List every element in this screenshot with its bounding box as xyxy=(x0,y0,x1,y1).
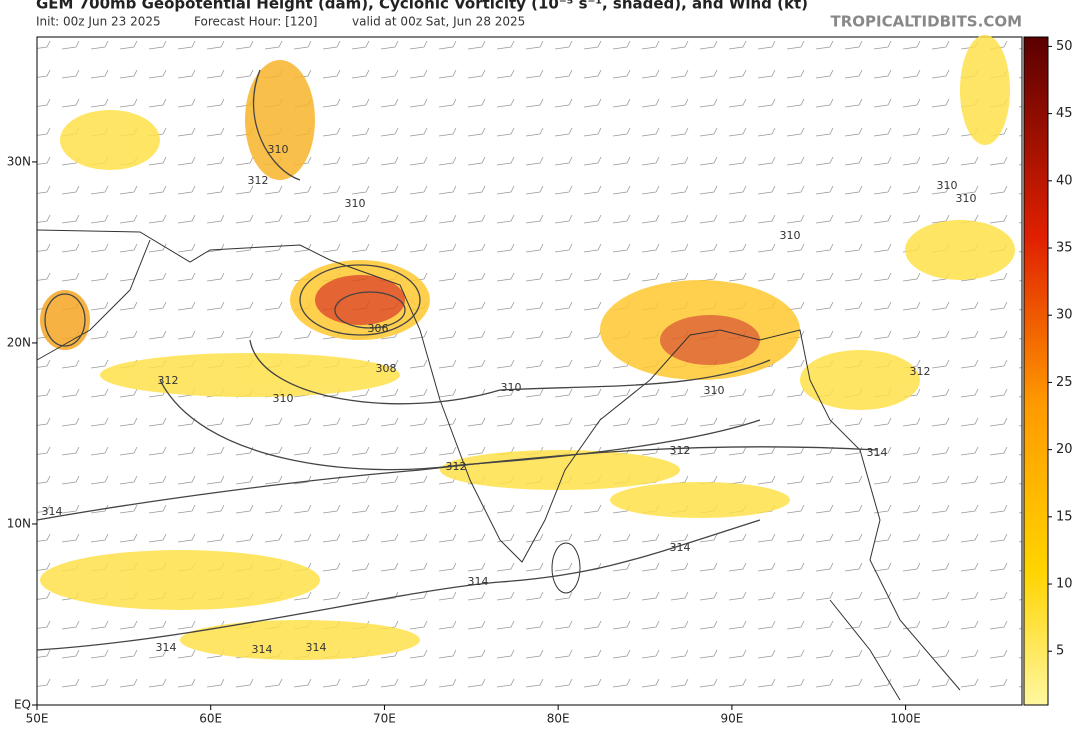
y-tick-label: 10N xyxy=(7,516,31,530)
colorbar-tick-label: 40 xyxy=(1056,173,1073,188)
contour-label: 308 xyxy=(376,362,397,375)
contour-label: 314 xyxy=(252,643,273,656)
y-tick-label: 30N xyxy=(7,154,31,168)
forecast-hour: Forecast Hour: [120] xyxy=(194,15,317,29)
contour-label: 306 xyxy=(368,322,389,335)
colorbar-tick-label: 20 xyxy=(1056,442,1073,457)
x-tick-label: 80E xyxy=(547,712,570,726)
contour-label: 312 xyxy=(910,365,931,378)
colorbar-tick-label: 35 xyxy=(1056,241,1073,256)
contour-label: 310 xyxy=(937,179,958,192)
x-tick-label: 100E xyxy=(890,712,921,726)
contour-label: 312 xyxy=(446,460,467,473)
x-tick-label: 50E xyxy=(26,712,49,726)
vorticity-shading xyxy=(40,35,1015,660)
contour-label: 314 xyxy=(42,505,63,518)
contour-label: 310 xyxy=(780,229,801,242)
contour-label: 314 xyxy=(670,541,691,554)
colorbar-tick-label: 30 xyxy=(1056,308,1073,323)
source: TROPICALTIDBITS.COM xyxy=(831,13,1023,31)
coastlines xyxy=(36,229,961,701)
colorbar-tick-label: 45 xyxy=(1056,106,1073,121)
contour-label: 310 xyxy=(501,381,522,394)
colorbar-tick-label: 5 xyxy=(1056,644,1064,659)
valid-time: valid at 00z Sat, Jun 28 2025 xyxy=(352,15,525,29)
contour-label: 312 xyxy=(248,174,269,187)
contour-label: 310 xyxy=(345,197,366,210)
contour-label: 314 xyxy=(306,641,327,654)
y-tick-label: EQ xyxy=(14,698,31,712)
y-tick-label: 20N xyxy=(7,335,31,349)
x-tick-label: 90E xyxy=(720,712,743,726)
init: Init: 00z Jun 23 2025 xyxy=(36,15,161,29)
contour-label: 310 xyxy=(273,392,294,405)
colorbar-tick-label: 50 xyxy=(1056,39,1073,54)
contour-label: 312 xyxy=(670,444,691,457)
map-area xyxy=(36,35,1023,706)
contour-label: 314 xyxy=(468,575,489,588)
contour-label: 312 xyxy=(158,374,179,387)
x-tick-label: 70E xyxy=(373,712,396,726)
contour-label: 310 xyxy=(704,384,725,397)
colorbar-tick-label: 10 xyxy=(1056,577,1073,592)
title: GEM 700mb Geopotential Height (dam), Cyc… xyxy=(36,0,808,13)
contour-label: 310 xyxy=(956,192,977,205)
x-tick-label: 60E xyxy=(199,712,222,726)
colorbar-tick-label: 15 xyxy=(1056,509,1073,524)
contour-label: 314 xyxy=(867,446,888,459)
colorbar xyxy=(1023,36,1049,706)
contour-label: 314 xyxy=(156,641,177,654)
height-contours xyxy=(36,69,878,651)
colorbar-tick-label: 25 xyxy=(1056,375,1073,390)
overlay: 50E 60E 70E 80E 90E 100EEQ10N20N30N3103123103… xyxy=(7,39,1073,726)
contour-label: 310 xyxy=(268,143,289,156)
